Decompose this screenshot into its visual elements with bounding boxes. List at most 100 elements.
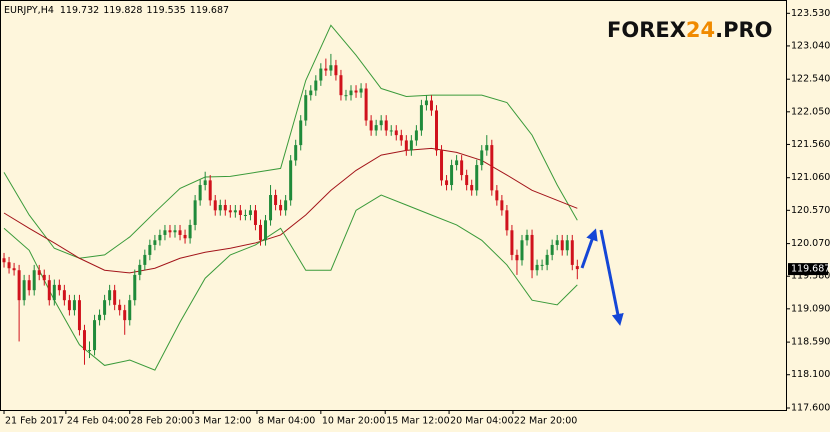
x-tick-label: 10 Mar 20:00 — [322, 416, 385, 427]
watermark-part: FOREX — [607, 18, 686, 42]
candle-body — [158, 234, 162, 241]
candle-body — [168, 230, 172, 233]
candle-body — [374, 125, 378, 131]
x-tick-label: 28 Feb 20:00 — [131, 416, 193, 427]
candle-body — [98, 314, 102, 321]
candle-body — [490, 145, 494, 191]
candle-body — [394, 130, 398, 136]
candle-body — [329, 65, 333, 71]
candle-body — [530, 234, 534, 271]
candle-body — [314, 80, 318, 91]
candle-body — [178, 230, 182, 235]
candle-body — [128, 300, 132, 321]
candle-body — [515, 254, 519, 261]
header-high: 119.828 — [103, 5, 142, 16]
candle-body — [7, 262, 11, 269]
candle-body — [384, 120, 388, 131]
candle-body — [67, 300, 71, 311]
y-tick-label: 118.100 — [791, 369, 830, 380]
candle-body — [555, 240, 559, 245]
candle-body — [465, 175, 469, 186]
x-tick-label: 21 Feb 2017 — [5, 416, 64, 427]
candle-body — [505, 210, 509, 231]
candle-body — [173, 230, 177, 233]
candle-body — [299, 120, 303, 146]
y-tick-label: 120.570 — [791, 205, 830, 216]
symbol: EURJPY,H4 — [4, 5, 54, 16]
y-tick-label: 119.090 — [791, 303, 830, 314]
candle-body — [17, 270, 21, 301]
candle-body — [143, 254, 147, 265]
candle-body — [324, 68, 328, 71]
candle-body — [228, 210, 232, 213]
candle-body — [248, 210, 252, 215]
candle-body — [163, 230, 167, 235]
candle-body — [495, 190, 499, 201]
candle-body — [133, 274, 137, 301]
candle-body — [279, 205, 283, 211]
candle-body — [208, 180, 212, 201]
candle-body — [258, 224, 262, 241]
current-price-label: 119.687 — [791, 264, 830, 275]
watermark-part: .PRO — [715, 18, 772, 42]
candle-body — [203, 180, 207, 186]
candle-body — [344, 95, 348, 97]
candle-body — [575, 266, 579, 270]
candle-body — [525, 234, 529, 241]
chart-title: EURJPY,H4 119.732 119.828 119.535 119.687 — [4, 5, 229, 16]
candle-body — [440, 150, 444, 181]
candle-body — [455, 160, 459, 166]
candle-body — [264, 220, 268, 241]
x-tick-label: 24 Feb 04:00 — [67, 416, 129, 427]
y-tick-label: 122.540 — [791, 74, 830, 85]
candle-body — [560, 240, 564, 251]
candle-body — [193, 200, 197, 225]
candle-body — [52, 284, 56, 301]
candle-body — [284, 200, 288, 211]
candle-body — [32, 270, 36, 291]
candle-body — [364, 88, 368, 121]
candle-body — [424, 100, 428, 106]
candle-body — [304, 95, 308, 121]
band-middle — [3, 147, 578, 274]
candle-body — [253, 210, 257, 225]
candle-body — [183, 234, 187, 239]
candle-body — [57, 284, 61, 291]
candle-body — [2, 258, 6, 263]
candle-body — [22, 280, 26, 301]
candle-body — [565, 240, 569, 251]
candle-body — [274, 195, 278, 205]
annotation-arrow-up — [580, 228, 598, 269]
candle-body — [520, 240, 524, 261]
candle-body — [289, 160, 293, 201]
candle-body — [88, 350, 92, 352]
y-tick-label: 120.070 — [791, 238, 830, 249]
candle-body — [545, 254, 549, 265]
candle-body — [434, 110, 438, 151]
candle-body — [570, 240, 574, 265]
candle-body — [243, 214, 247, 216]
candle-body — [369, 120, 373, 131]
candle-body — [27, 280, 31, 291]
candle-body — [339, 75, 343, 96]
annotation-arrow-down — [599, 229, 624, 326]
candle-body — [450, 165, 454, 186]
x-tick-label: 20 Mar 04:00 — [450, 416, 513, 427]
y-tick-label: 119.580 — [791, 271, 830, 282]
candle-body — [103, 300, 107, 315]
candle-body — [399, 135, 403, 141]
y-tick-label: 123.530 — [791, 8, 830, 19]
candle-body — [238, 210, 242, 215]
candle-body — [309, 90, 313, 96]
candle-body — [359, 88, 363, 93]
candle-body — [510, 230, 514, 255]
candle-body — [148, 244, 152, 255]
candle-body — [113, 290, 117, 305]
candle-body — [294, 145, 298, 161]
candle-body — [389, 130, 393, 132]
candle-body — [42, 274, 46, 281]
candle-body — [354, 90, 358, 93]
candle-body — [47, 280, 51, 301]
